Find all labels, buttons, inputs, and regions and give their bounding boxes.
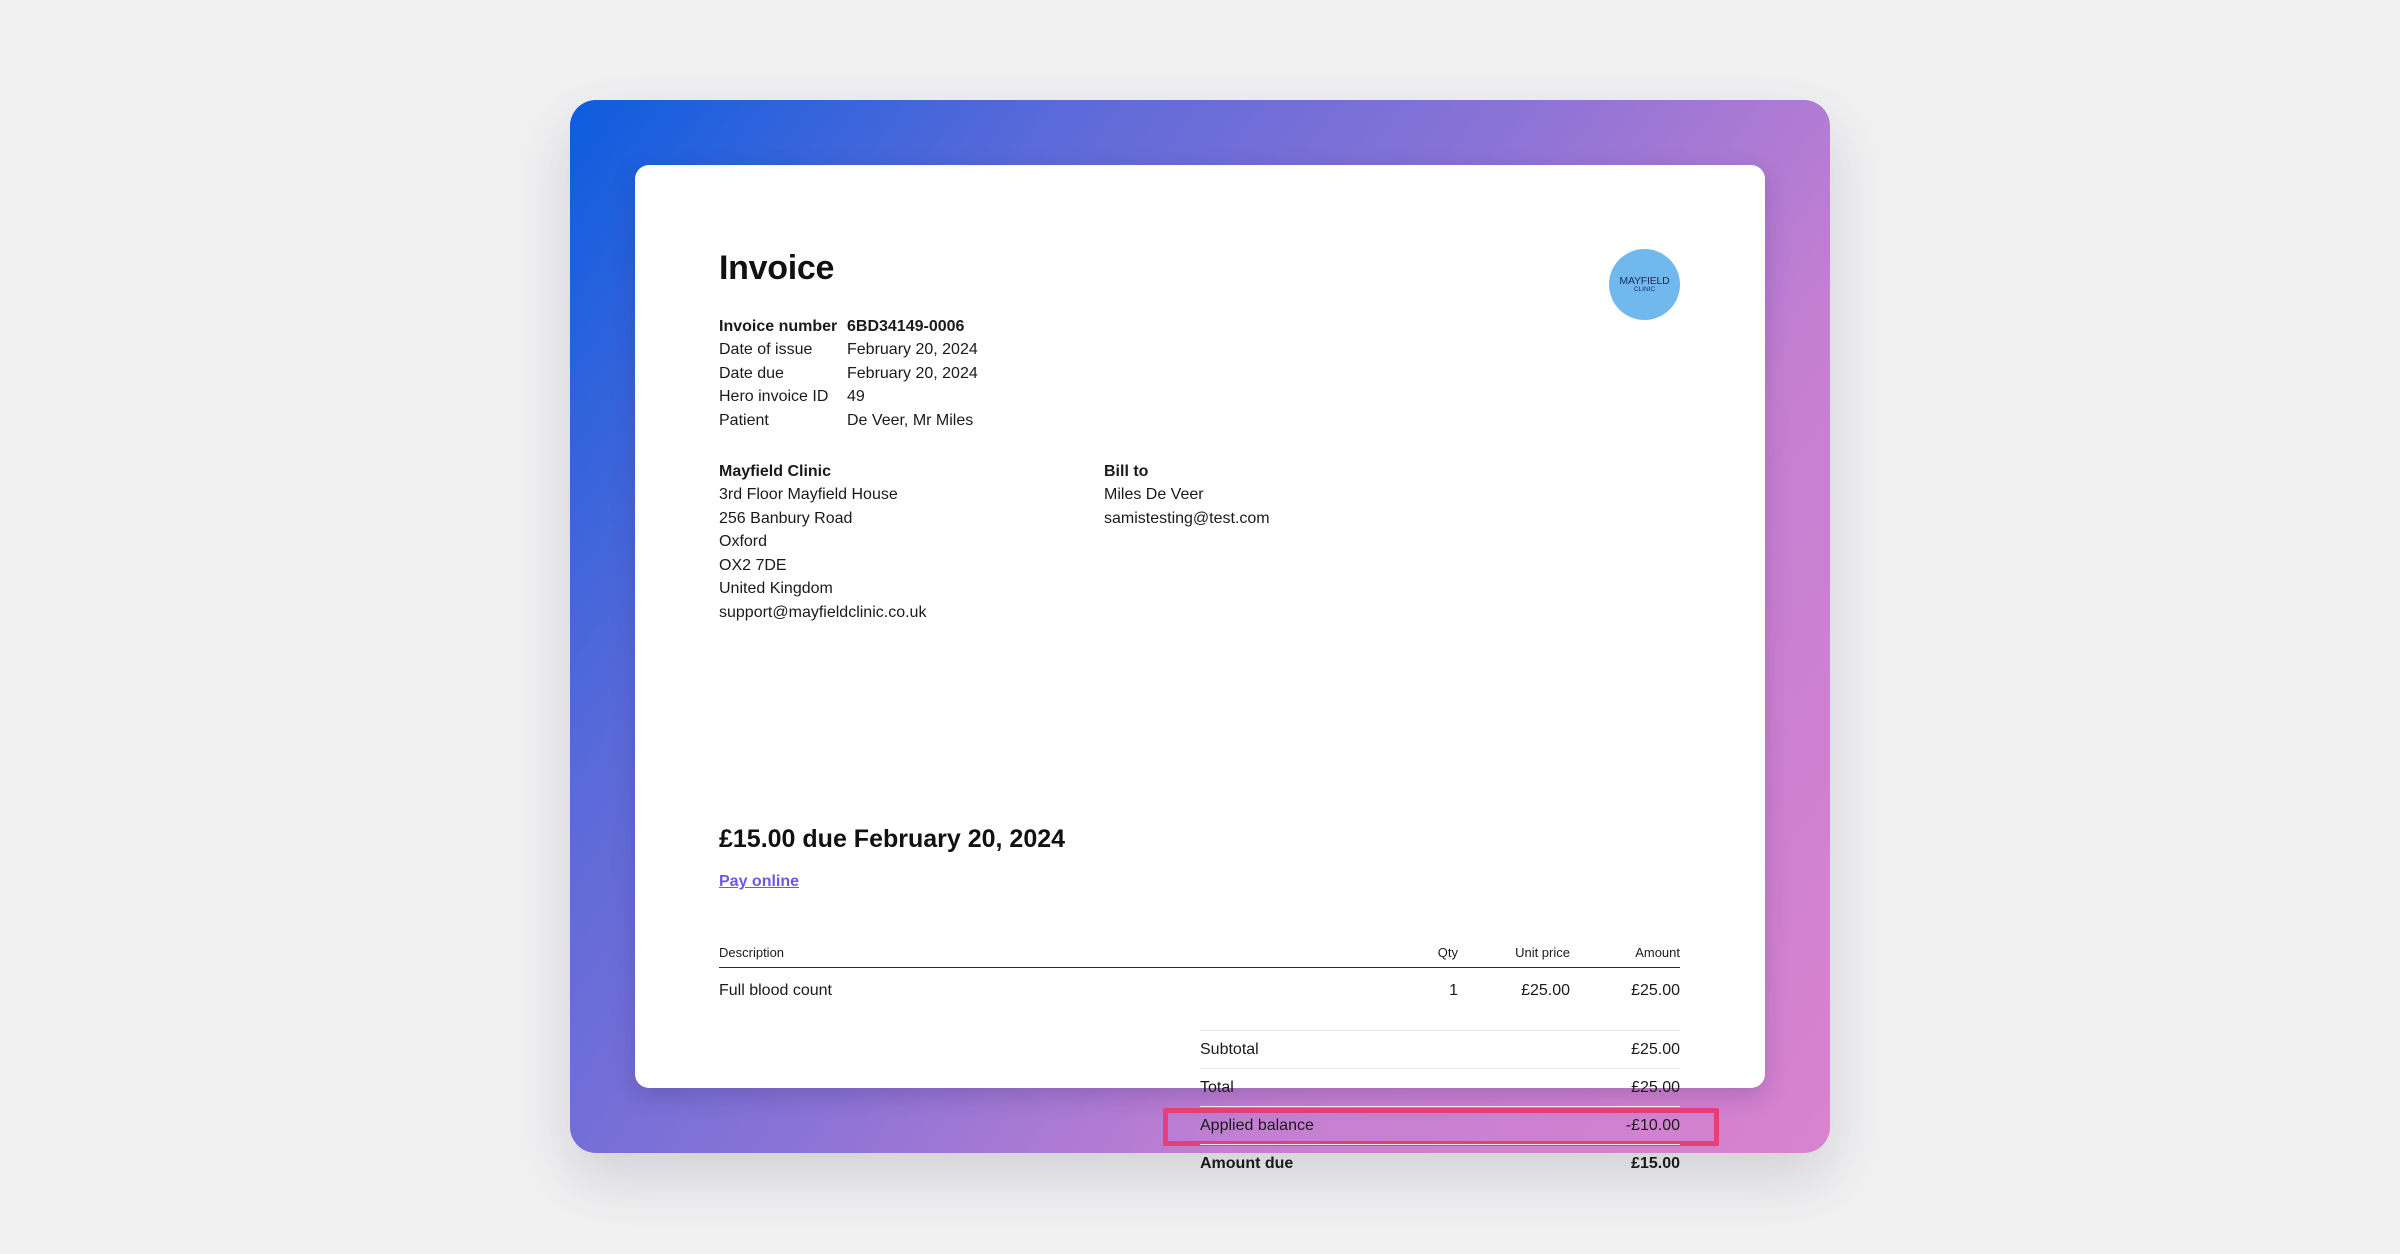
meta-key: Date due xyxy=(719,364,784,382)
meta-row-date-due: Date due February 20, 2024 xyxy=(719,362,978,386)
line-items-header: Description Qty Unit price Amount xyxy=(719,937,1680,968)
meta-value: 6BD34149-0006 xyxy=(847,317,965,335)
amount-due-summary: £15.00 due February 20, 2024 xyxy=(719,825,1066,853)
sender-address-line: 256 Banbury Road xyxy=(719,509,853,527)
meta-row-patient: Patient De Veer, Mr Miles xyxy=(719,409,978,433)
logo-text-line2: CLINIC xyxy=(1633,286,1656,293)
bill-to-address: Bill to Miles De Veer samistesting@test.… xyxy=(1104,460,1270,531)
meta-row-date-of-issue: Date of issue February 20, 2024 xyxy=(719,339,978,363)
meta-value: February 20, 2024 xyxy=(847,341,978,359)
bill-to-name: Miles De Veer xyxy=(1104,486,1204,504)
totals-row-total: Total £25.00 xyxy=(1200,1068,1680,1106)
invoice-meta: Invoice number 6BD34149-0006 Date of iss… xyxy=(719,315,978,433)
invoice-title: Invoice xyxy=(719,249,835,287)
pay-online-link[interactable]: Pay online xyxy=(719,873,800,890)
item-qty: 1 xyxy=(1449,982,1458,999)
item-amount: £25.00 xyxy=(1631,982,1680,999)
invoice-content: Invoice MAYFIELD CLINIC Invoice number 6… xyxy=(719,165,1719,1172)
sender-address: Mayfield Clinic 3rd Floor Mayfield House… xyxy=(719,460,926,625)
totals-row-subtotal: Subtotal £25.00 xyxy=(1200,1030,1680,1068)
sender-address-line: OX2 7DE xyxy=(719,556,787,574)
item-unit-price: £25.00 xyxy=(1521,982,1570,999)
bill-to-heading: Bill to xyxy=(1104,462,1149,480)
totals-value: -£10.00 xyxy=(1625,1116,1680,1134)
meta-row-invoice-number: Invoice number 6BD34149-0006 xyxy=(719,315,978,339)
meta-value: February 20, 2024 xyxy=(847,364,978,382)
totals-table: Subtotal £25.00 Total £25.00 Applied bal… xyxy=(1163,1030,1719,1182)
header-qty: Qty xyxy=(1437,944,1458,960)
sender-email: support@mayfieldclinic.co.uk xyxy=(719,603,927,621)
sender-address-line: United Kingdom xyxy=(719,580,833,598)
sender-name: Mayfield Clinic xyxy=(719,462,832,480)
clinic-logo: MAYFIELD CLINIC xyxy=(1609,249,1680,320)
logo-text-line1: MAYFIELD xyxy=(1619,274,1670,287)
meta-value: 49 xyxy=(847,388,865,406)
totals-row-amount-due: Amount due £15.00 xyxy=(1200,1144,1680,1182)
invoice-document: Invoice MAYFIELD CLINIC Invoice number 6… xyxy=(635,165,1765,1172)
sender-address-line: Oxford xyxy=(719,533,768,551)
meta-value: De Veer, Mr Miles xyxy=(847,411,974,429)
totals-value: £15.00 xyxy=(1631,1154,1680,1172)
meta-key: Date of issue xyxy=(719,341,813,359)
totals-label: Applied balance xyxy=(1200,1116,1314,1134)
bill-to-email: samistesting@test.com xyxy=(1104,509,1270,527)
totals-label: Subtotal xyxy=(1200,1040,1259,1058)
meta-key: Hero invoice ID xyxy=(719,388,829,406)
item-description: Full blood count xyxy=(719,982,832,999)
header-unit-price: Unit price xyxy=(1515,944,1570,960)
totals-value: £25.00 xyxy=(1631,1040,1680,1058)
header-description: Description xyxy=(719,944,785,960)
meta-key: Patient xyxy=(719,411,769,429)
sender-address-line: 3rd Floor Mayfield House xyxy=(719,486,898,504)
gradient-frame: Invoice MAYFIELD CLINIC Invoice number 6… xyxy=(570,100,1830,1172)
meta-row-hero-invoice-id: Hero invoice ID 49 xyxy=(719,386,978,410)
totals-label: Amount due xyxy=(1200,1154,1294,1172)
totals-row-applied-balance: Applied balance -£10.00 xyxy=(1163,1106,1719,1146)
header-amount: Amount xyxy=(1635,944,1680,960)
meta-key: Invoice number xyxy=(719,317,838,335)
totals-value: £25.00 xyxy=(1631,1078,1680,1096)
table-row: Full blood count 1 £25.00 £25.00 xyxy=(719,975,1680,1007)
totals-label: Total xyxy=(1200,1078,1234,1096)
